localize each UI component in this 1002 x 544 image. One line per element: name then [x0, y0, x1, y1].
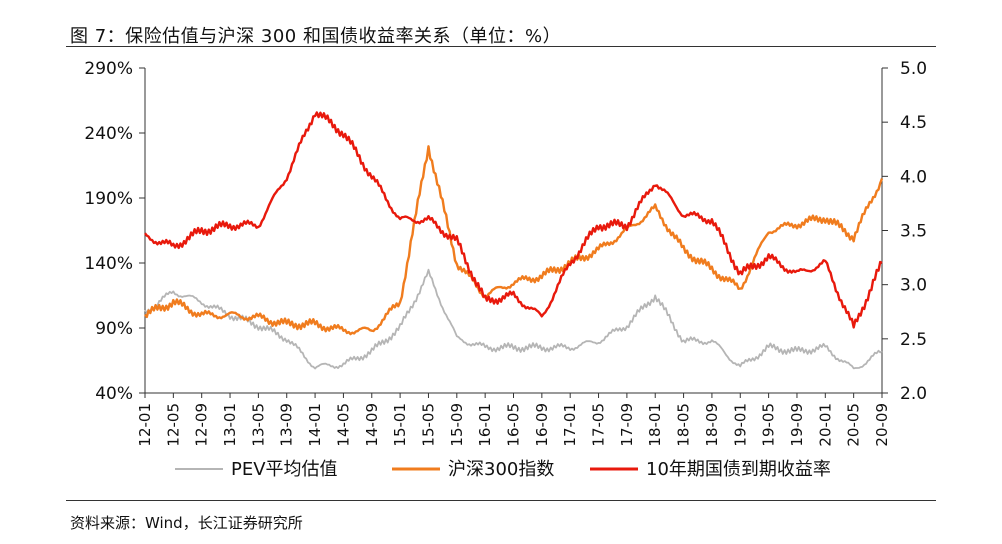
right-axis-tick-label: 2.0 [900, 384, 927, 404]
left-axis-tick-label: 190% [84, 189, 133, 209]
x-axis-tick-label: 17-05 [590, 403, 608, 447]
x-axis-tick-label: 17-01 [561, 403, 579, 447]
chart-legend: PEV平均估值 沪深300指数 10年期国债到期收益率 [175, 459, 831, 480]
chart-axes: 290% 240% 190% 140% 90% 40% 5.0 4.5 4.0 3.5 3.0 2.5… [84, 59, 927, 447]
x-axis-tick-label: 20-01 [816, 403, 834, 447]
x-axis-tick-label: 16-01 [476, 403, 494, 447]
x-axis-tick-label: 18-05 [675, 403, 693, 447]
title-divider [66, 46, 936, 47]
series-line-1 [144, 268, 883, 370]
right-axis-tick-label: 4.5 [900, 113, 927, 133]
x-axis-tick-label: 14-01 [306, 403, 324, 447]
x-axis-tick-label: 19-05 [760, 403, 778, 447]
x-axis-tick-label: 15-05 [419, 403, 437, 447]
chart-series-lines [144, 111, 884, 370]
x-axis-tick-label: 13-01 [221, 403, 239, 447]
x-axis-tick-label: 17-09 [618, 403, 636, 447]
right-axis-tick-label: 3.0 [900, 276, 927, 296]
left-axis-tick-label: 90% [95, 319, 133, 339]
source-divider [66, 500, 936, 501]
left-axis-tick-label: 140% [84, 254, 133, 274]
x-axis-tick-label: 13-05 [249, 403, 267, 447]
x-axis-tick-label: 20-05 [845, 403, 863, 447]
x-axis-tick-label: 15-01 [391, 403, 409, 447]
x-axis-tick-label: 14-05 [334, 403, 352, 447]
series-line-2 [144, 145, 884, 336]
left-axis-tick-label: 240% [84, 124, 133, 144]
chart-title: 图 7：保险估值与沪深 300 和国债收益率关系（单位：%） [70, 26, 562, 47]
x-axis-tick-label: 12-05 [164, 403, 182, 447]
x-axis-tick-label: 19-01 [731, 403, 749, 447]
x-axis-tick-label: 18-01 [646, 403, 664, 447]
x-axis-tick-label: 20-09 [873, 403, 891, 447]
x-axis-tick-label: 19-09 [788, 403, 806, 447]
x-axis-tick-label: 12-01 [136, 403, 154, 447]
legend-label-1: PEV平均估值 [231, 459, 338, 480]
legend-label-2: 沪深300指数 [448, 459, 554, 480]
x-axis-tick-label: 18-09 [703, 403, 721, 447]
right-axis-tick-label: 4.0 [900, 167, 927, 187]
x-axis-tick-label: 16-09 [533, 403, 551, 447]
x-axis-tick-label: 13-09 [278, 403, 296, 447]
series-line-3 [144, 111, 883, 329]
x-axis-tick-label: 12-09 [193, 403, 211, 447]
right-axis-tick-label: 5.0 [900, 59, 927, 79]
x-axis-tick-label: 16-05 [505, 403, 523, 447]
left-axis-tick-label: 40% [95, 384, 133, 404]
legend-label-3: 10年期国债到期收益率 [646, 459, 831, 480]
x-axis-tick-label: 15-09 [448, 403, 466, 447]
source-note: 资料来源：Wind，长江证券研究所 [70, 514, 303, 532]
left-axis-tick-label: 290% [84, 59, 133, 79]
right-axis-tick-label: 2.5 [900, 330, 927, 350]
x-axis-tick-label: 14-09 [363, 403, 381, 447]
right-axis-tick-label: 3.5 [900, 222, 927, 242]
